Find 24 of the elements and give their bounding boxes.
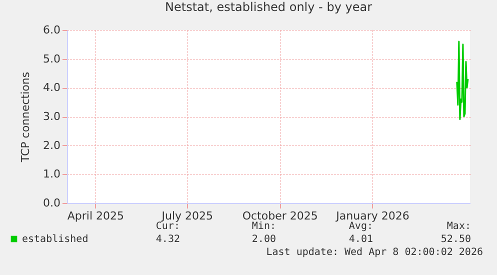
y-tick-label: 4.0 <box>43 81 60 94</box>
text: 4.01 <box>348 234 373 245</box>
y-tick-label: 2.0 <box>43 138 60 152</box>
y-axis-title: TCP connections <box>19 72 32 164</box>
y-tick-label: 6.0 <box>43 24 60 36</box>
text: Avg: <box>348 221 373 232</box>
y-tick-label: 1.0 <box>43 168 60 181</box>
text: 2.00 <box>252 234 276 245</box>
x-tick-label: July 2025 <box>160 210 214 222</box>
text: 52.50 <box>440 234 471 245</box>
text: Last update: Wed Apr 8 02:00:02 2026 <box>266 247 483 258</box>
y-tick-label: 0.0 <box>43 196 60 210</box>
y-tick-label: 3.0 <box>43 110 60 123</box>
legend-label: established <box>22 234 88 245</box>
text: 4.32 <box>156 234 180 245</box>
x-tick-label: January 2026 <box>335 210 410 222</box>
x-tick-label: October 2025 <box>242 210 318 222</box>
text: Max: <box>446 221 471 232</box>
y-tick-label: 5.0 <box>43 52 60 66</box>
text: Cur: <box>156 221 180 232</box>
x-tick-label: April 2025 <box>67 210 124 222</box>
chart-title: Netstat, established only - by year <box>164 0 372 14</box>
line-series <box>456 40 469 120</box>
text: Min: <box>252 221 276 232</box>
